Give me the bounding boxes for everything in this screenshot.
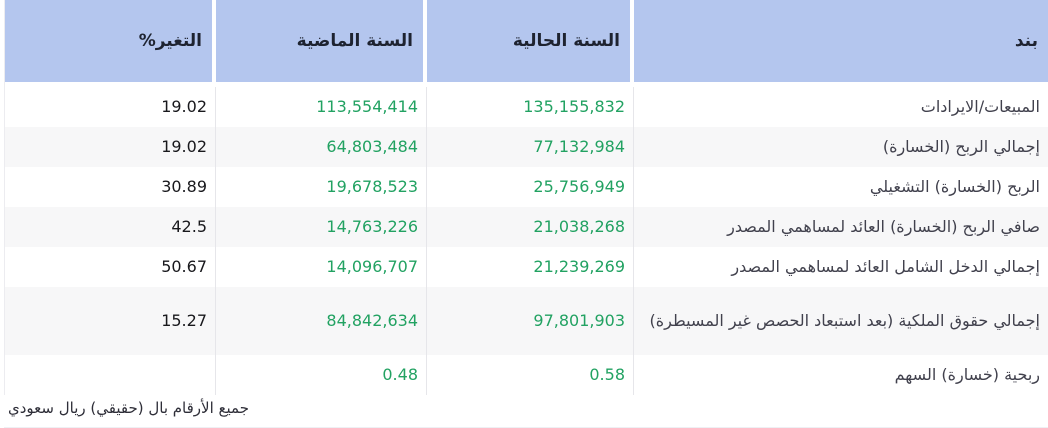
header-current-year: السنة الحالية <box>427 0 634 82</box>
row-change-value: 50.67 <box>5 247 216 287</box>
row-previous-value: 113,554,414 <box>216 87 427 127</box>
row-current-value: 77,132,984 <box>427 127 634 167</box>
row-current-value: 135,155,832 <box>427 87 634 127</box>
row-current-value: 25,756,949 <box>427 167 634 207</box>
row-item-label: إجمالي حقوق الملكية (بعد استبعاد الحصص غ… <box>649 311 1040 330</box>
row-previous-value: 14,096,707 <box>216 247 427 287</box>
row-current-value: 21,239,269 <box>427 247 634 287</box>
header-change-pct: التغير% <box>5 0 216 82</box>
row-previous-value: 84,842,634 <box>216 287 427 355</box>
table-header-row: بند السنة الحالية السنة الماضية التغير% <box>5 0 1048 82</box>
currency-footnote: جميع الأرقام بال (حقيقي) ريال سعودي <box>4 395 1048 428</box>
row-previous-value: 0.48 <box>216 355 427 395</box>
table-row-net-profit: صافي الربح (الخسارة) العائد لمساهمي المص… <box>5 207 1048 247</box>
row-item-label: إجمالي الربح (الخسارة) <box>882 137 1040 156</box>
row-current-value: 97,801,903 <box>427 287 634 355</box>
row-item-label: ربحية (خسارة) السهم <box>894 365 1040 384</box>
header-previous-year: السنة الماضية <box>216 0 427 82</box>
row-previous-value: 14,763,226 <box>216 207 427 247</box>
table-row-operating-profit: الربح (الخسارة) التشغيلي 25,756,949 19,6… <box>5 167 1048 207</box>
row-current-value: 0.58 <box>427 355 634 395</box>
row-item-label: الربح (الخسارة) التشغيلي <box>869 177 1040 196</box>
row-change-value <box>5 355 216 395</box>
header-item: بند <box>634 0 1048 82</box>
row-item-label: إجمالي الدخل الشامل العائد لمساهمي المصد… <box>731 257 1040 276</box>
table-row-gross-profit: إجمالي الربح (الخسارة) 77,132,984 64,803… <box>5 127 1048 167</box>
row-previous-value: 19,678,523 <box>216 167 427 207</box>
table-body: المبيعات/الايرادات 135,155,832 113,554,4… <box>5 87 1048 395</box>
row-change-value: 19.02 <box>5 127 216 167</box>
row-item-label: صافي الربح (الخسارة) العائد لمساهمي المص… <box>727 217 1040 236</box>
table-row-total-equity: إجمالي حقوق الملكية (بعد استبعاد الحصص غ… <box>5 287 1048 355</box>
row-change-value: 19.02 <box>5 87 216 127</box>
row-item-label: المبيعات/الايرادات <box>920 97 1040 116</box>
table-row-revenues: المبيعات/الايرادات 135,155,832 113,554,4… <box>5 87 1048 127</box>
row-previous-value: 64,803,484 <box>216 127 427 167</box>
financial-summary-table: بند السنة الحالية السنة الماضية التغير% … <box>4 0 1048 395</box>
row-change-value: 15.27 <box>5 287 216 355</box>
row-change-value: 42.5 <box>5 207 216 247</box>
table-row-comprehensive-income: إجمالي الدخل الشامل العائد لمساهمي المصد… <box>5 247 1048 287</box>
table-row-eps: ربحية (خسارة) السهم 0.58 0.48 <box>5 355 1048 395</box>
row-change-value: 30.89 <box>5 167 216 207</box>
row-current-value: 21,038,268 <box>427 207 634 247</box>
